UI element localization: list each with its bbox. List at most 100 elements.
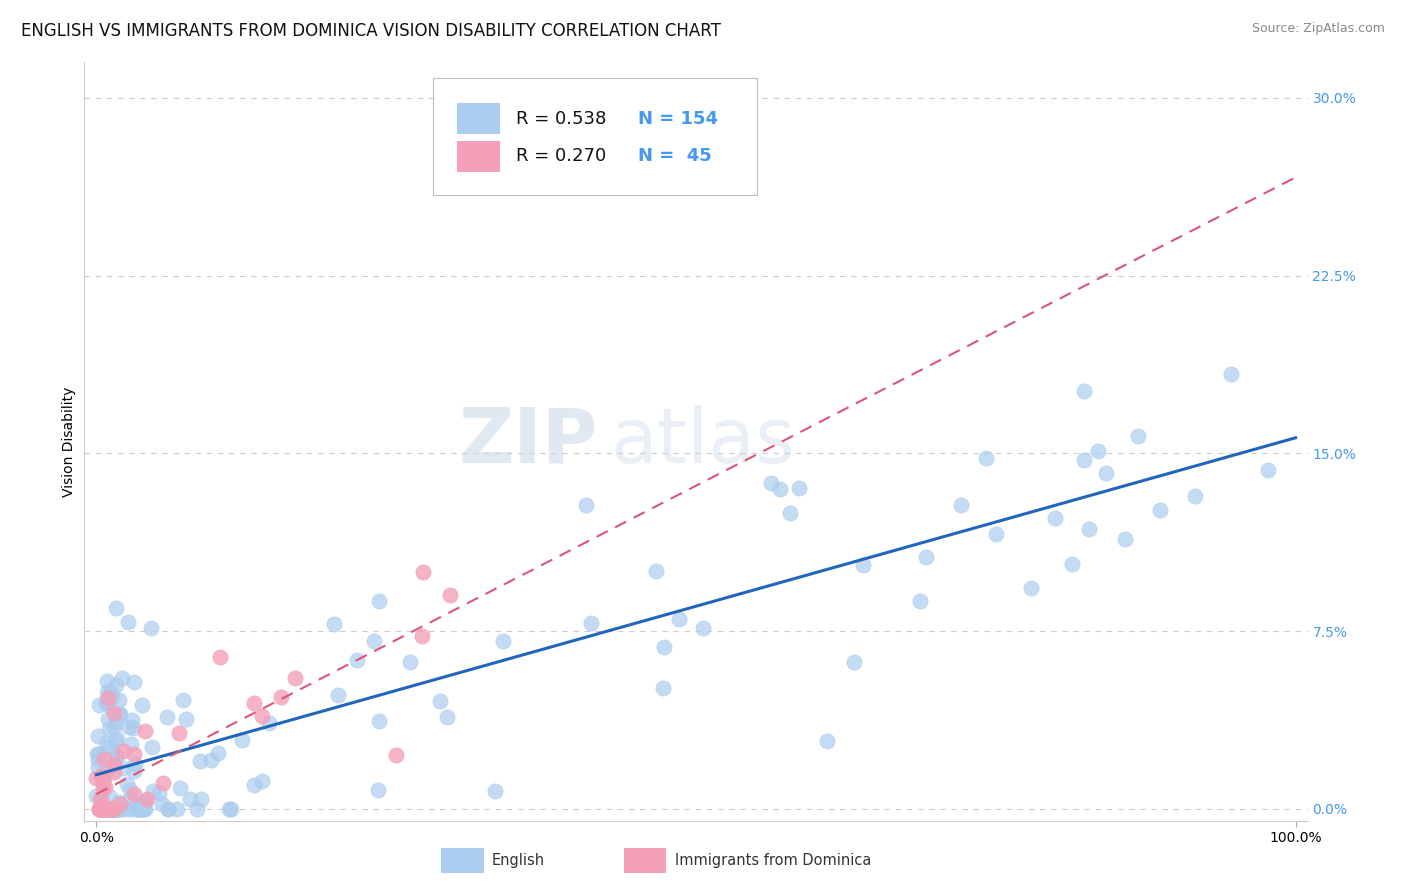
Point	[169, 725, 191, 739]
Point	[120, 737, 142, 751]
Point	[124, 756, 146, 771]
FancyBboxPatch shape	[433, 78, 758, 195]
Point	[108, 797, 131, 811]
Point	[652, 681, 675, 696]
Point	[200, 753, 222, 767]
Point	[94, 736, 117, 750]
Point	[104, 802, 127, 816]
Point	[90, 802, 112, 816]
Point	[581, 615, 603, 630]
Point	[117, 720, 139, 734]
Point	[93, 802, 115, 816]
Point	[104, 748, 127, 763]
Point	[492, 634, 515, 648]
Point	[1060, 557, 1083, 571]
Point	[439, 588, 461, 602]
Point	[100, 802, 122, 816]
Point	[252, 773, 274, 788]
Point	[852, 558, 875, 572]
Point	[779, 506, 801, 520]
Point	[101, 802, 124, 816]
Point	[90, 793, 112, 807]
Point	[974, 451, 997, 466]
Point	[141, 740, 163, 755]
Point	[242, 778, 264, 792]
Point	[132, 795, 155, 809]
Point	[152, 776, 174, 790]
Point	[90, 802, 112, 816]
Point	[107, 693, 129, 707]
Point	[1257, 463, 1279, 477]
Point	[86, 747, 108, 761]
Point	[98, 722, 121, 736]
Point	[231, 732, 253, 747]
Point	[134, 795, 156, 809]
Point	[87, 802, 110, 816]
Point	[87, 753, 110, 767]
Point	[115, 777, 138, 791]
Point	[104, 802, 127, 816]
Point	[156, 710, 179, 724]
Point	[90, 802, 112, 816]
Point	[322, 617, 344, 632]
Text: ZIP: ZIP	[458, 405, 598, 478]
Point	[1087, 444, 1109, 458]
Text: R = 0.270: R = 0.270	[516, 147, 606, 165]
Point	[122, 764, 145, 779]
Point	[91, 772, 114, 787]
Point	[1126, 429, 1149, 443]
Point	[103, 802, 125, 816]
Point	[134, 724, 156, 739]
Point	[190, 792, 212, 806]
Point	[368, 594, 391, 608]
Point	[90, 802, 112, 816]
Point	[98, 683, 121, 698]
Point	[108, 706, 131, 721]
Point	[328, 688, 350, 702]
Point	[1220, 367, 1243, 381]
Point	[142, 784, 165, 798]
Point	[96, 802, 118, 816]
Point	[134, 802, 156, 816]
Point	[436, 710, 458, 724]
Point	[761, 475, 783, 490]
Point	[668, 612, 690, 626]
Point	[208, 650, 231, 665]
Point	[86, 729, 108, 743]
Point	[104, 678, 127, 692]
Point	[107, 706, 129, 721]
Point	[90, 802, 112, 816]
Point	[367, 714, 389, 728]
Point	[385, 748, 408, 763]
Point	[575, 498, 598, 512]
Point	[97, 697, 120, 711]
Point	[87, 802, 110, 816]
Point	[112, 761, 135, 775]
Point	[100, 802, 122, 816]
Point	[1021, 581, 1043, 595]
Point	[367, 782, 389, 797]
Point	[104, 714, 127, 729]
Point	[769, 482, 792, 496]
Point	[188, 754, 211, 768]
Point	[103, 706, 125, 721]
Point	[124, 747, 146, 761]
Point	[908, 594, 931, 608]
Y-axis label: Vision Disability: Vision Disability	[62, 386, 76, 497]
Point	[91, 775, 114, 789]
Point	[131, 802, 153, 816]
Point	[122, 787, 145, 801]
Point	[103, 721, 125, 735]
Point	[1114, 533, 1136, 547]
Point	[122, 722, 145, 736]
Point	[89, 802, 111, 816]
Point	[1073, 384, 1095, 398]
Point	[692, 621, 714, 635]
Text: English: English	[492, 854, 546, 868]
Point	[186, 802, 208, 816]
Point	[270, 690, 292, 704]
Point	[250, 708, 273, 723]
Point	[93, 752, 115, 766]
Point	[346, 653, 368, 667]
Point	[97, 802, 120, 816]
